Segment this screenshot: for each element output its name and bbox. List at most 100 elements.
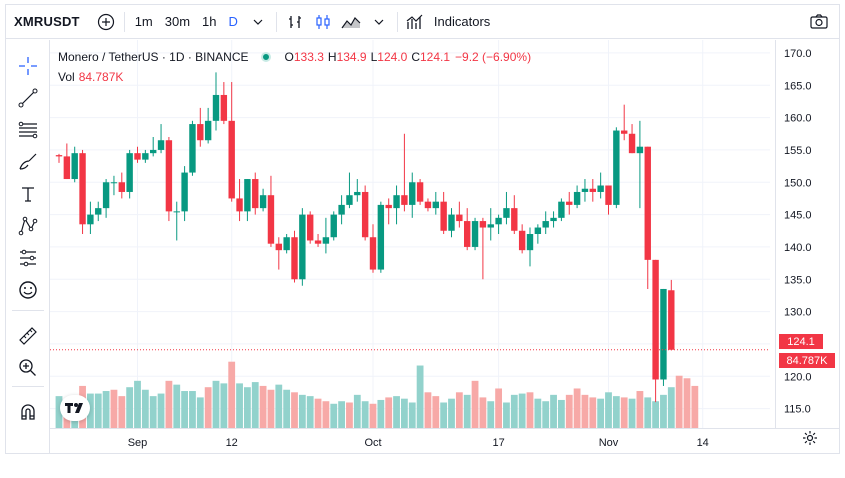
volume-bar — [220, 383, 228, 428]
volume-bar — [636, 391, 644, 428]
indicators-icon[interactable] — [402, 8, 430, 36]
toolbar-separator — [275, 11, 277, 32]
candle-body — [314, 240, 322, 244]
candle-body — [628, 133, 636, 154]
volume-bar — [644, 397, 652, 428]
candle-style-icon[interactable] — [309, 8, 337, 36]
drawing-toolbar — [6, 40, 50, 454]
ruler-icon[interactable] — [14, 322, 42, 350]
volume-bar — [597, 398, 605, 428]
candle-body — [581, 188, 589, 192]
volume-bar — [424, 392, 432, 428]
bar-style-icon[interactable] — [281, 8, 309, 36]
volume-bar — [581, 394, 589, 428]
volume-bar — [173, 384, 181, 428]
y-tick-label: 145.0 — [784, 210, 812, 222]
volume-bar — [550, 394, 557, 428]
candle-body — [157, 140, 165, 150]
volume-bar — [330, 403, 338, 428]
candle-body — [503, 208, 510, 218]
x-tick-label: 17 — [492, 437, 504, 449]
candle-body — [220, 94, 228, 121]
candle-body — [621, 130, 628, 134]
candle-body — [361, 191, 369, 238]
chevron-down-icon[interactable] — [244, 8, 272, 36]
candle-body — [142, 153, 149, 160]
volume-bar — [660, 394, 667, 428]
candle-body — [644, 146, 651, 260]
crosshair-icon[interactable] — [14, 52, 42, 80]
candle-body — [299, 214, 306, 280]
price-axis[interactable]: 170.0 165.0 160.0 155.0 150.0 145.0 140.0 135.0… — [775, 40, 839, 428]
interval-30m[interactable]: 30m — [164, 14, 191, 29]
time-axis[interactable]: Sep 12 Oct 17 Nov 14 — [50, 428, 840, 454]
zoom-in-icon[interactable] — [14, 354, 42, 382]
trend-line-icon[interactable] — [14, 84, 42, 112]
interval-1h[interactable]: 1h — [202, 14, 217, 29]
fib-retracement-icon[interactable] — [14, 116, 42, 144]
camera-icon[interactable] — [805, 8, 833, 36]
emoji-icon[interactable] — [14, 276, 42, 304]
candle-body — [550, 217, 557, 222]
candle-body — [668, 290, 675, 350]
symbol-search[interactable]: XMRUSDT — [14, 14, 80, 29]
candle-body — [307, 214, 314, 241]
volume-bar — [55, 396, 63, 428]
volume-bar — [534, 398, 542, 428]
candle-body — [558, 201, 565, 218]
toolbar-separator — [396, 11, 398, 32]
volume-bar — [495, 388, 502, 428]
candle-body — [605, 185, 612, 205]
add-symbol-icon[interactable] — [92, 8, 120, 36]
candle-body — [110, 182, 118, 184]
interval-1m[interactable]: 1m — [134, 14, 153, 29]
market-status-icon — [260, 52, 271, 62]
volume-bar — [236, 383, 243, 428]
volume-bar — [408, 402, 416, 428]
prediction-icon[interactable] — [14, 244, 42, 272]
volume-bar — [157, 393, 165, 428]
legend-low-value: 124.0 — [377, 50, 408, 64]
candle-body — [291, 237, 298, 280]
candle-body — [354, 191, 361, 196]
magnet-icon[interactable] — [14, 398, 42, 426]
volume-value: 84.787K — [78, 70, 124, 84]
pattern-icon[interactable] — [14, 212, 42, 240]
volume-bar — [510, 394, 518, 428]
volume-bar — [267, 389, 275, 428]
volume-bar — [141, 389, 149, 428]
text-icon[interactable] — [14, 180, 42, 208]
candle-body — [432, 201, 439, 209]
volume-bar — [322, 401, 330, 428]
candle-body — [126, 153, 133, 192]
area-style-icon[interactable] — [337, 8, 365, 36]
candle-body — [613, 130, 620, 205]
candle-body — [212, 94, 220, 121]
volume-bar — [189, 391, 196, 428]
volume-bar — [385, 397, 393, 428]
toolbar-separator — [123, 11, 125, 32]
volume-bar — [526, 392, 534, 428]
volume-bar — [565, 394, 573, 428]
price-chart[interactable] — [50, 40, 770, 428]
brush-icon[interactable] — [14, 148, 42, 176]
price-axis-labels: 170.0 165.0 160.0 155.0 150.0 145.0 140.0 135.0… — [784, 48, 812, 416]
candle-body — [511, 208, 518, 231]
chevron-down-icon[interactable] — [365, 8, 393, 36]
volume-bar — [165, 380, 173, 428]
tradingview-logo[interactable] — [60, 395, 90, 421]
interval-d[interactable]: D — [228, 14, 238, 29]
x-tick-label: Sep — [128, 437, 148, 449]
volume-bar — [353, 394, 361, 428]
volume-bar — [455, 392, 463, 428]
volume-bar — [589, 397, 597, 428]
candle-body — [424, 201, 432, 209]
settings-gear-icon[interactable] — [802, 430, 818, 451]
candle-body — [95, 208, 102, 215]
volume-bar — [416, 365, 424, 428]
volume-bar — [471, 380, 479, 428]
candle-body — [456, 214, 463, 222]
candle-body — [173, 211, 180, 213]
indicators-button[interactable]: Indicators — [433, 14, 491, 29]
volume-bar — [306, 396, 314, 428]
